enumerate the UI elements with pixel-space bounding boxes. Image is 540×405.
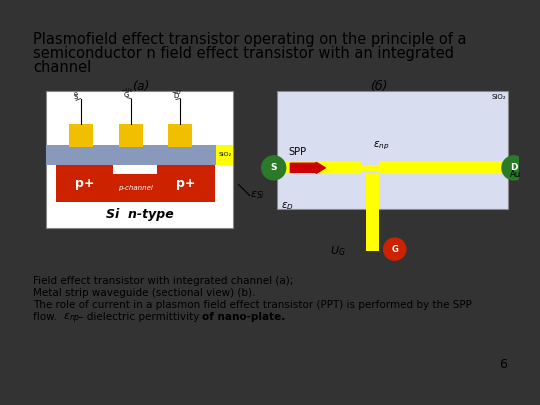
Text: $\varepsilon_D$: $\varepsilon_D$ xyxy=(281,200,294,212)
Circle shape xyxy=(262,156,286,180)
Text: $\varepsilon_{Si}$: $\varepsilon_{Si}$ xyxy=(249,190,265,201)
Text: Field effect transistor with integrated channel (a);: Field effect transistor with integrated … xyxy=(33,276,294,286)
Text: $U_G$: $U_G$ xyxy=(330,245,346,258)
FancyArrow shape xyxy=(291,162,326,173)
Bar xyxy=(157,165,214,202)
Text: D: D xyxy=(510,163,518,173)
Text: SPP: SPP xyxy=(288,147,307,157)
Text: Metal strip waveguide (sectional view) (b).: Metal strip waveguide (sectional view) (… xyxy=(33,288,256,298)
Circle shape xyxy=(383,238,406,260)
Text: flow.: flow. xyxy=(33,312,67,322)
Text: Au: Au xyxy=(510,170,521,179)
Text: S: S xyxy=(271,163,277,173)
Text: 6: 6 xyxy=(500,358,508,371)
Bar xyxy=(113,174,157,202)
Bar xyxy=(168,124,192,147)
Bar xyxy=(56,165,113,202)
Text: S: S xyxy=(74,94,78,100)
Text: channel: channel xyxy=(33,60,92,75)
Text: G: G xyxy=(392,245,398,254)
Text: (б): (б) xyxy=(370,80,388,93)
Bar xyxy=(366,174,379,209)
Text: of nano-plate.: of nano-plate. xyxy=(201,312,285,322)
Text: $\varepsilon_{np}$: $\varepsilon_{np}$ xyxy=(63,312,80,326)
Text: SiO₂: SiO₂ xyxy=(218,152,231,158)
Text: −U₀: −U₀ xyxy=(120,88,133,93)
Bar xyxy=(366,209,379,251)
Text: semiconductor n field effect transistor with an integrated: semiconductor n field effect transistor … xyxy=(33,46,455,61)
Bar xyxy=(46,145,217,165)
Text: The role of current in a plasmon field effect transistor (PPT) is performed by t: The role of current in a plasmon field e… xyxy=(33,300,472,310)
Bar xyxy=(69,124,92,147)
Text: D: D xyxy=(173,94,178,100)
Text: 0: 0 xyxy=(74,92,78,97)
Text: Si  n-type: Si n-type xyxy=(106,207,173,221)
Bar xyxy=(46,91,233,228)
Text: SiO₂: SiO₂ xyxy=(492,94,507,100)
Bar xyxy=(278,161,361,174)
Bar xyxy=(278,91,508,209)
Text: (a): (a) xyxy=(132,80,150,93)
Text: p+: p+ xyxy=(176,177,195,190)
Text: – dielectric permittivity: – dielectric permittivity xyxy=(75,312,202,322)
Text: p-channel: p-channel xyxy=(118,185,152,191)
Bar xyxy=(217,145,233,165)
Bar xyxy=(361,165,379,171)
Bar xyxy=(379,161,508,174)
Text: −U: −U xyxy=(171,90,180,95)
Bar xyxy=(119,124,144,147)
Text: Plasmofield effect transistor operating on the principle of a: Plasmofield effect transistor operating … xyxy=(33,32,467,47)
Text: $\varepsilon_{np}$: $\varepsilon_{np}$ xyxy=(374,140,390,152)
Text: p+: p+ xyxy=(75,177,94,190)
Text: G: G xyxy=(124,92,130,98)
Circle shape xyxy=(502,156,526,180)
